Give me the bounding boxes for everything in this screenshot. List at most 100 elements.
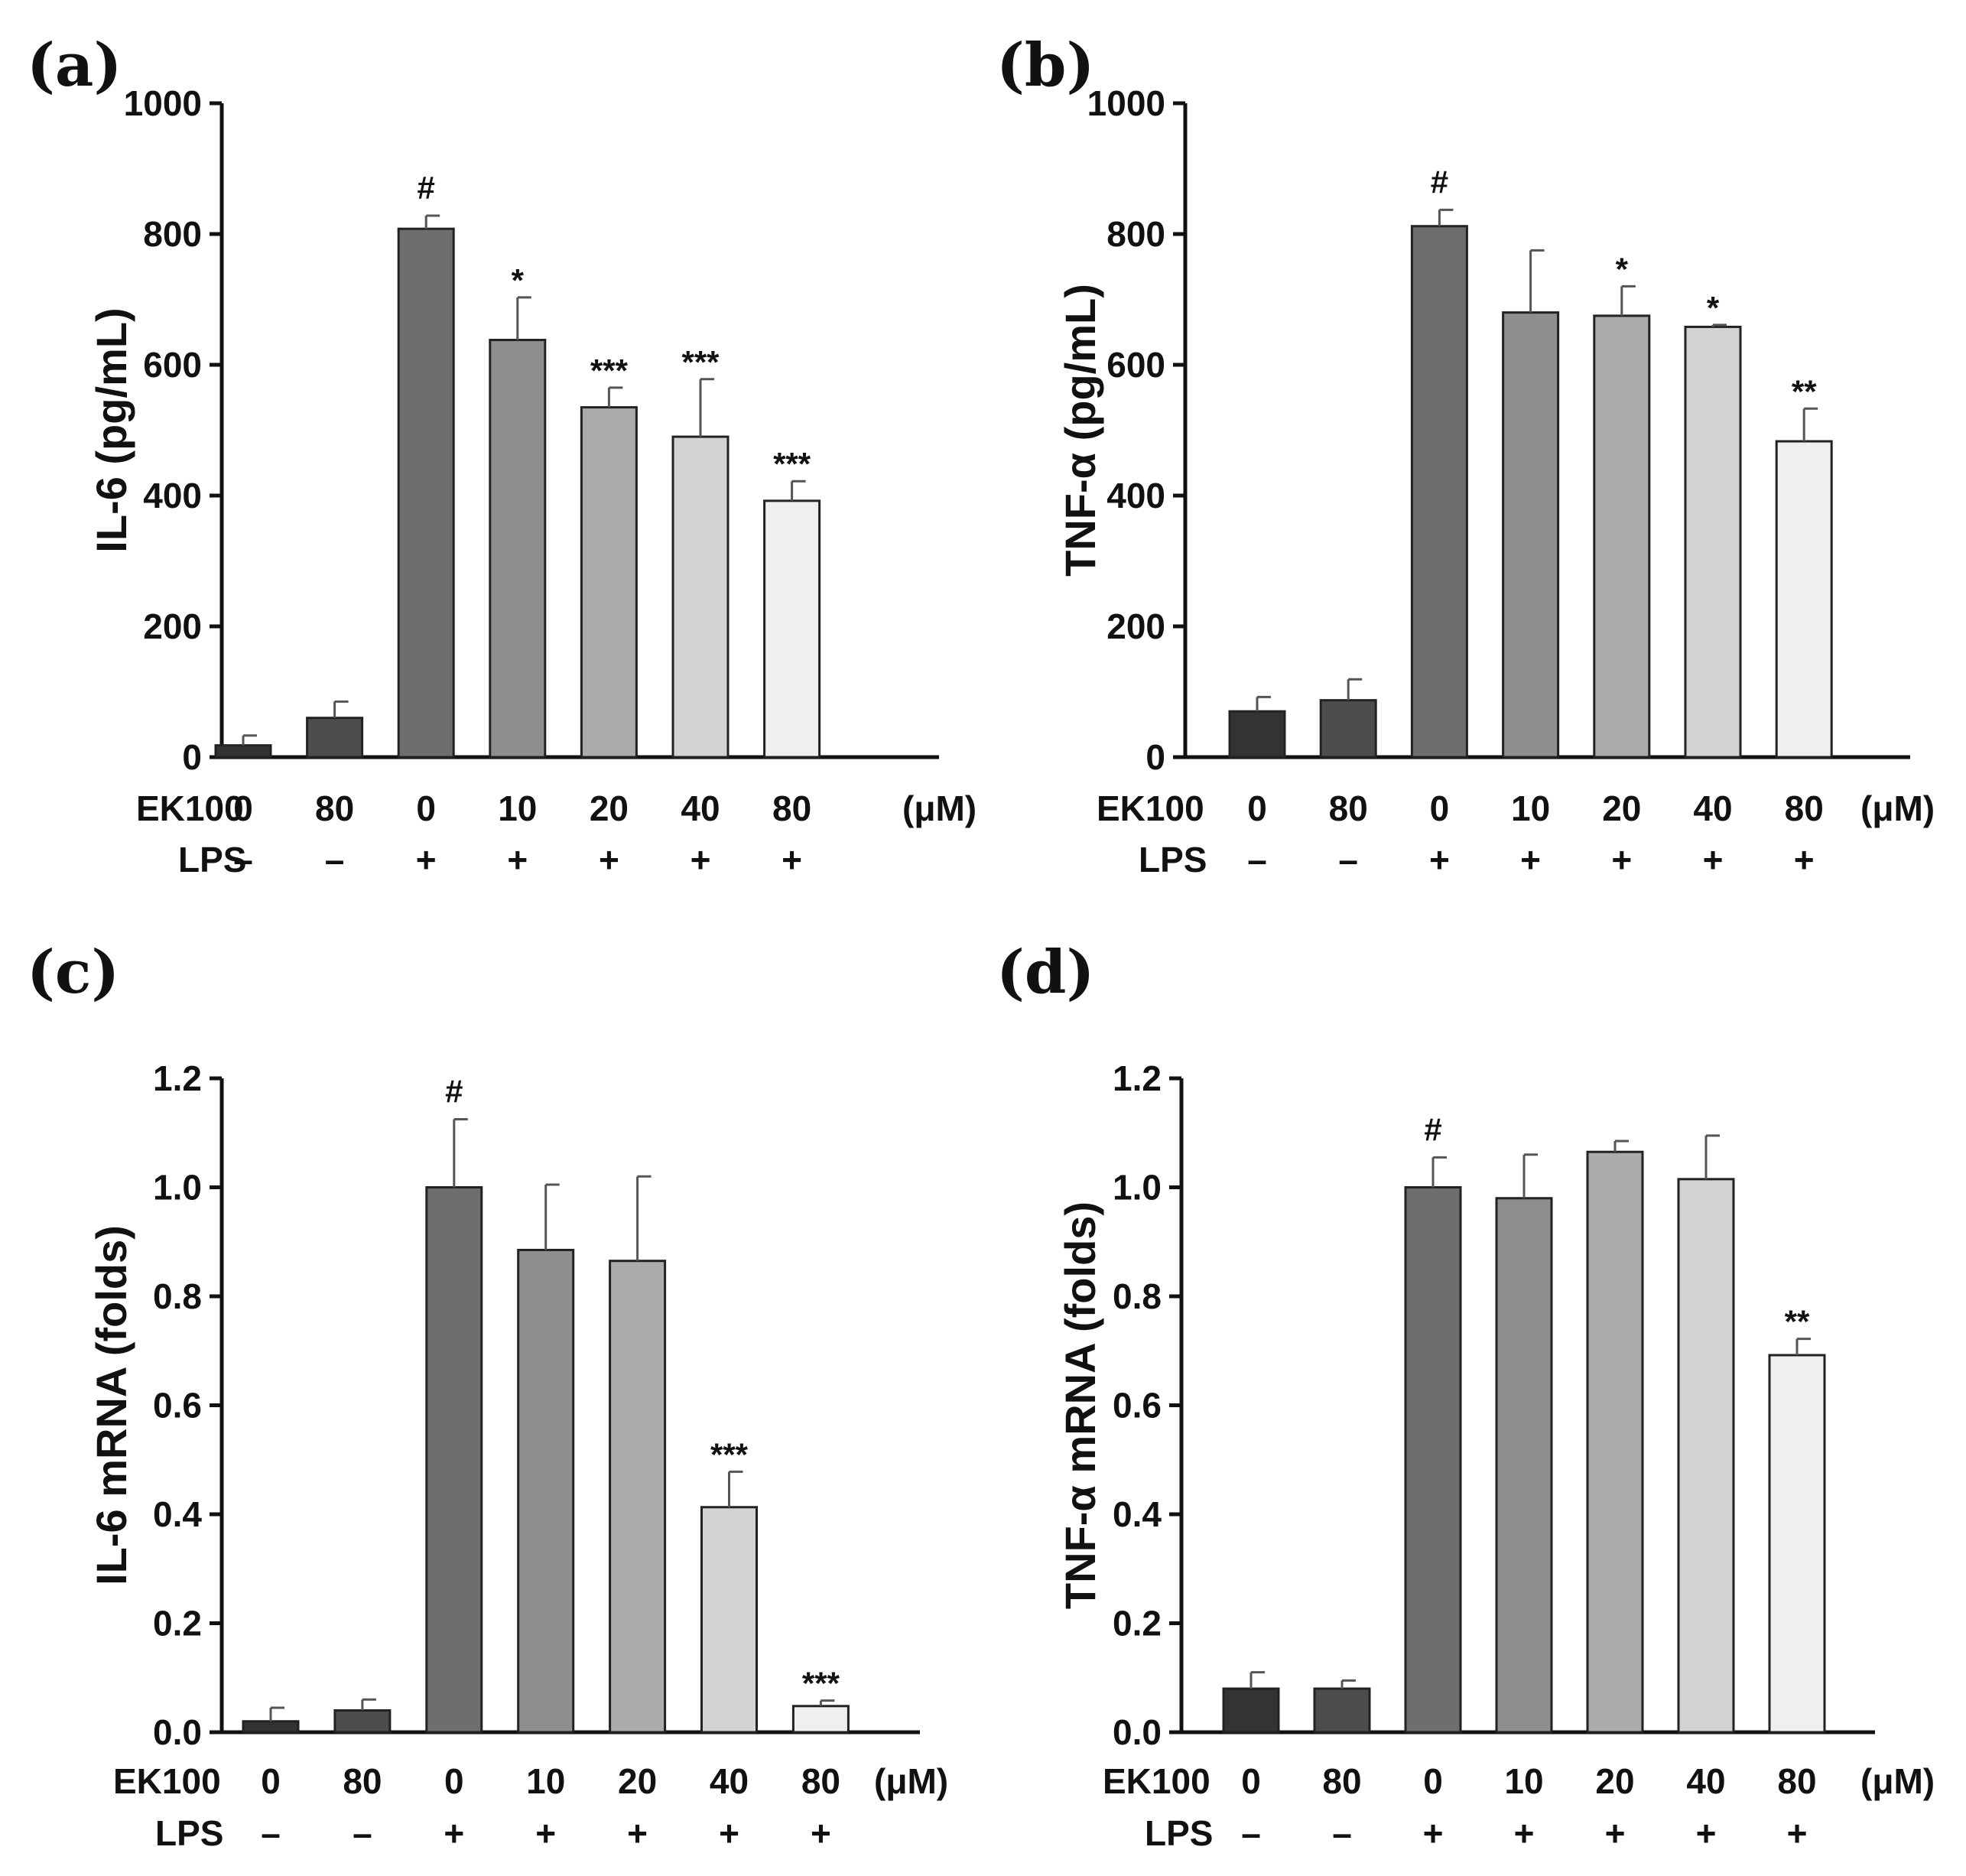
y-axis-title: TNF-α mRNA (folds) (1056, 1201, 1104, 1609)
y-tick-label: 400 (143, 476, 202, 515)
lps-status-label: + (627, 1813, 648, 1853)
bar (1768, 1354, 1826, 1734)
bar (1677, 1178, 1735, 1734)
significance-mark: *** (590, 353, 629, 389)
panel-a: (a) 0 200 400 600 800 1000 IL-6 (pg/mL) 0 – 80 – #0 +… (27, 31, 977, 879)
lps-status-label: + (691, 840, 711, 879)
ek100-dose-label: 80 (772, 788, 811, 828)
lps-status-label: + (1696, 1813, 1717, 1853)
lps-status-label: – (325, 840, 345, 879)
ek100-dose-label: 0 (444, 1761, 464, 1801)
lps-status-label: + (1429, 840, 1450, 879)
bar (1775, 440, 1833, 759)
ek100-dose-label: 40 (710, 1761, 749, 1801)
ek100-dose-label: 0 (1247, 788, 1267, 828)
unit-label: (μM) (874, 1761, 948, 1801)
row-label-lps: LPS (1145, 1813, 1213, 1853)
bar (580, 406, 638, 759)
bar (425, 1186, 483, 1734)
bar (1404, 1186, 1462, 1734)
row-label-ek100: EK100 (113, 1761, 221, 1801)
significance-mark: * (512, 262, 525, 298)
y-tick-label: 600 (1106, 345, 1165, 385)
lps-status-label: + (1787, 1813, 1808, 1853)
bar (517, 1248, 575, 1734)
ek100-dose-label: 80 (1785, 788, 1824, 828)
y-axis-title: TNF-α (pg/mL) (1056, 284, 1104, 577)
ek100-dose-label: 20 (1602, 788, 1641, 828)
y-tick-label: 200 (143, 606, 202, 646)
lps-status-label: + (599, 840, 619, 879)
y-tick-label: 1.2 (1113, 1058, 1162, 1098)
lps-status-label: + (507, 840, 528, 879)
ek100-dose-label: 80 (315, 788, 354, 828)
y-tick-label: 0.0 (153, 1712, 202, 1752)
ek100-dose-label: 20 (590, 788, 629, 828)
bar (1495, 1197, 1553, 1734)
bar (700, 1506, 758, 1734)
y-tick-label: 600 (143, 345, 202, 385)
lps-status-label: + (1703, 840, 1724, 879)
ek100-dose-label: 40 (1693, 788, 1732, 828)
bar (214, 744, 272, 759)
y-tick-label: 0.0 (1113, 1712, 1162, 1752)
lps-status-label: + (1794, 840, 1815, 879)
panel-c: (c) 0.0 0.2 0.4 0.6 0.8 1.0 1.2 IL-6 mRNA (folds… (27, 938, 948, 1853)
ek100-dose-label: 80 (1322, 1761, 1361, 1801)
y-tick-label: 1.0 (153, 1168, 202, 1208)
ek100-dose-label: 10 (1511, 788, 1550, 828)
ek100-dose-label: 20 (618, 1761, 657, 1801)
y-axis-title: IL-6 (pg/mL) (87, 307, 135, 552)
ek100-dose-label: 80 (801, 1761, 840, 1801)
y-tick-label: 1000 (124, 83, 202, 123)
significance-mark: *** (773, 446, 811, 482)
bar (1410, 225, 1468, 759)
lps-status-label: – (1338, 840, 1358, 879)
lps-status-label: + (1611, 840, 1632, 879)
row-label-lps: LPS (178, 840, 246, 879)
bar (1319, 699, 1377, 759)
significance-mark: * (1616, 251, 1629, 287)
unit-label: (μM) (1860, 1761, 1935, 1801)
lps-status-label: – (1241, 1813, 1261, 1853)
bar (1593, 314, 1651, 759)
bar (1502, 311, 1560, 759)
y-tick-label: 0.6 (1113, 1386, 1162, 1426)
bar (763, 499, 821, 759)
bar (397, 227, 455, 759)
significance-mark: ** (1792, 373, 1817, 409)
ek100-dose-label: 0 (416, 788, 436, 828)
lps-status-label: + (416, 840, 437, 879)
lps-status-label: + (1605, 1813, 1626, 1853)
bar (1586, 1150, 1644, 1734)
bar (671, 435, 730, 759)
ek100-dose-label: 40 (681, 788, 720, 828)
row-label-lps: LPS (155, 1813, 223, 1853)
ek100-dose-label: 40 (1686, 1761, 1725, 1801)
lps-status-label: – (233, 840, 253, 879)
ek100-dose-label: 0 (233, 788, 253, 828)
y-tick-label: 200 (1106, 606, 1165, 646)
ek100-dose-label: 0 (1430, 788, 1450, 828)
significance-mark: *** (710, 1436, 749, 1472)
lps-status-label: – (353, 1813, 372, 1853)
bar (242, 1720, 300, 1734)
significance-mark: ** (1785, 1304, 1810, 1340)
panel-label: (b) (996, 31, 1094, 100)
ek100-dose-label: 10 (498, 788, 537, 828)
unit-label: (μM) (1860, 788, 1935, 828)
y-tick-label: 0.2 (1113, 1604, 1162, 1644)
y-tick-label: 400 (1106, 476, 1165, 515)
ek100-dose-label: 0 (1241, 1761, 1261, 1801)
y-tick-label: 0.8 (153, 1276, 202, 1316)
y-tick-label: 1.2 (153, 1058, 202, 1098)
significance-mark: # (418, 170, 435, 206)
ek100-dose-label: 80 (343, 1761, 382, 1801)
y-tick-label: 0.6 (153, 1386, 202, 1426)
bar (306, 717, 364, 759)
ek100-dose-label: 0 (261, 1761, 281, 1801)
panel-d: (d) 0.0 0.2 0.4 0.6 0.8 1.0 1.2 TNF-α mRNA (fold… (996, 938, 1935, 1853)
ek100-dose-label: 80 (1777, 1761, 1816, 1801)
